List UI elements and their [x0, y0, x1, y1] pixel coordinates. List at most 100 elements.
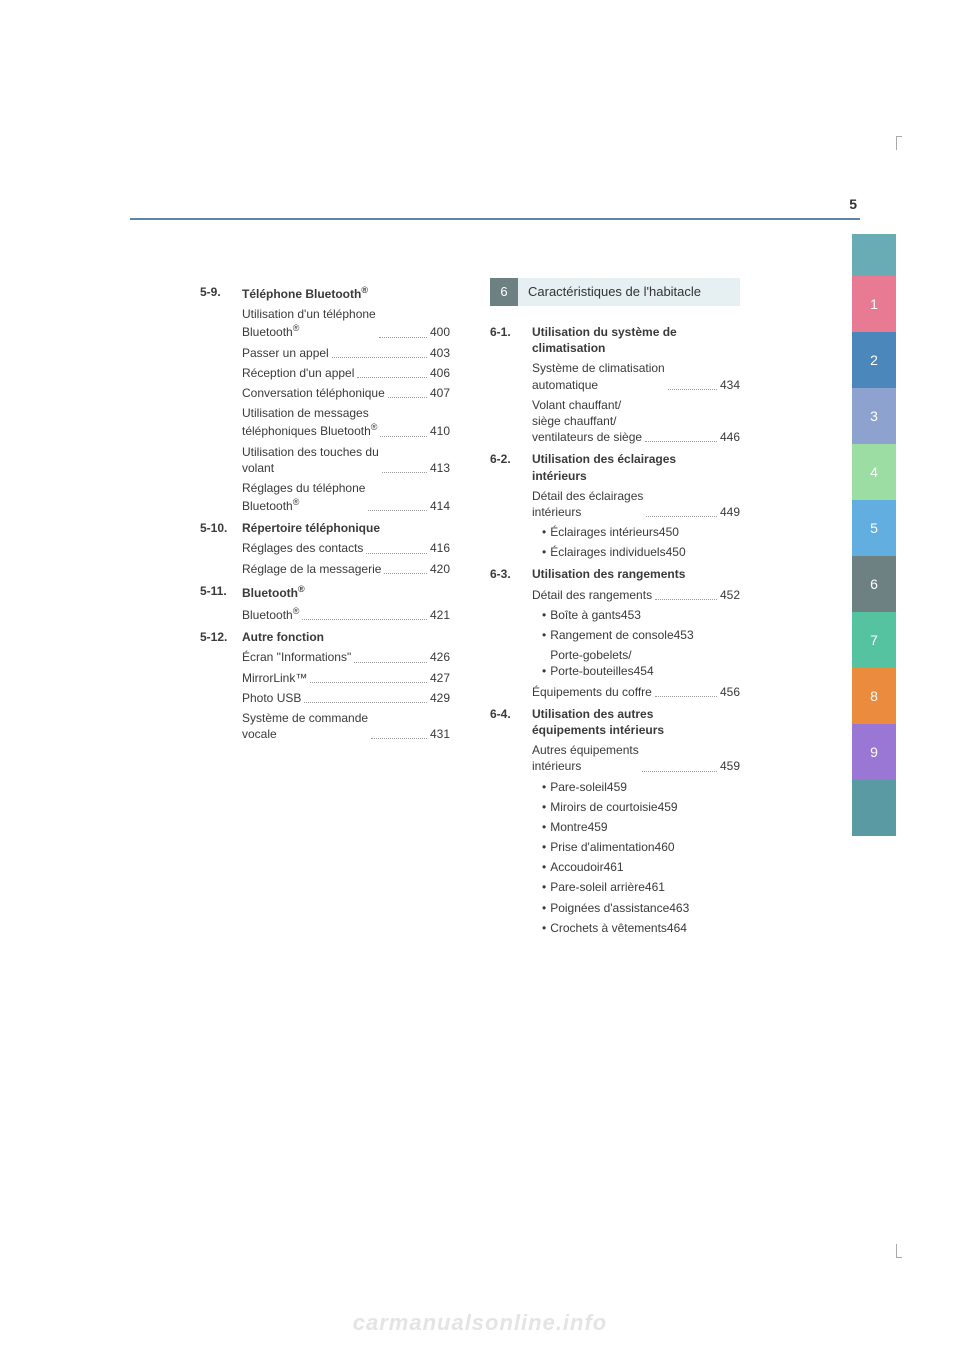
entry-page: 461 — [604, 859, 624, 875]
toc-entry[interactable]: Écran "Informations"426 — [242, 649, 450, 665]
toc-section: 5-10.Répertoire téléphonique — [200, 520, 450, 536]
leader-dots — [380, 436, 427, 437]
chapter-number: 6 — [490, 278, 518, 306]
section-number: 6-4. — [490, 706, 532, 722]
toc-bullet-entry[interactable]: Porte-gobelets/Porte-bouteilles454 — [542, 647, 740, 679]
entry-text: Accoudoir — [550, 859, 603, 875]
entry-text: Bluetooth® — [242, 605, 299, 623]
entry-text: Crochets à vêtements — [550, 920, 667, 936]
side-tab[interactable]: 3 — [852, 388, 896, 444]
side-tab[interactable]: 2 — [852, 332, 896, 388]
toc-entry[interactable]: Utilisation des touches duvolant413 — [242, 444, 450, 476]
toc-entry[interactable]: Détail des rangements452 — [532, 587, 740, 603]
entry-text: Éclairages intérieurs — [550, 524, 659, 540]
leader-dots — [646, 516, 717, 517]
page-number: 5 — [849, 196, 857, 212]
toc-entry[interactable]: Système de climatisationautomatique434 — [532, 360, 740, 392]
entry-text: Miroirs de courtoisie — [550, 799, 657, 815]
toc-bullet-entry[interactable]: Accoudoir461 — [542, 859, 740, 875]
entry-text: Rangement de console — [550, 627, 673, 643]
entry-page: 431 — [430, 726, 450, 742]
side-tab[interactable]: 4 — [852, 444, 896, 500]
page: 5 5-9.Téléphone Bluetooth® Utilisation d'… — [0, 0, 960, 1358]
leader-dots — [354, 662, 427, 663]
toc-entry[interactable]: Réglage de la messagerie420 — [242, 561, 450, 577]
toc-bullet-entry[interactable]: Éclairages intérieurs450 — [542, 524, 740, 540]
side-tab[interactable]: 5 — [852, 500, 896, 556]
toc-section: 5-12.Autre fonction — [200, 629, 450, 645]
leader-dots — [310, 682, 427, 683]
entry-text: Éclairages individuels — [550, 544, 665, 560]
toc-bullet-entry[interactable]: Éclairages individuels450 — [542, 544, 740, 560]
entry-page: 450 — [659, 524, 679, 540]
toc-entry[interactable]: Utilisation d'un téléphoneBluetooth®400 — [242, 306, 450, 340]
leader-dots — [332, 357, 427, 358]
leader-dots — [384, 573, 427, 574]
left-column: 5-9.Téléphone Bluetooth® Utilisation d'un… — [200, 278, 450, 936]
toc-entry[interactable]: MirrorLink™427 — [242, 670, 450, 686]
leader-dots — [379, 337, 427, 338]
section-number: 5-12. — [200, 629, 242, 645]
toc-bullet-entry[interactable]: Pare-soleil arrière461 — [542, 879, 740, 895]
toc-section: 6-3.Utilisation des rangements — [490, 566, 740, 582]
entry-page: 459 — [720, 758, 740, 774]
entry-page: 453 — [674, 627, 694, 643]
toc-bullet-entry[interactable]: Rangement de console453 — [542, 627, 740, 643]
section-number: 5-10. — [200, 520, 242, 536]
toc-entry[interactable]: Volant chauffant/siège chauffant/ventila… — [532, 397, 740, 446]
side-tab[interactable]: 1 — [852, 276, 896, 332]
section-title: Utilisation du système declimatisation — [532, 324, 740, 356]
toc-entry[interactable]: Réglages du téléphoneBluetooth®414 — [242, 480, 450, 514]
toc-entry[interactable]: Conversation téléphonique407 — [242, 385, 450, 401]
entry-page: 464 — [667, 920, 687, 936]
entry-page: 461 — [645, 879, 665, 895]
entry-text: Poignées d'assistance — [550, 900, 669, 916]
entry-text: Porte-gobelets/Porte-bouteilles — [550, 647, 633, 679]
toc-entry[interactable]: Détail des éclairagesintérieurs449 — [532, 488, 740, 520]
toc-bullet-entry[interactable]: Pare-soleil459 — [542, 779, 740, 795]
leader-dots — [357, 377, 427, 378]
toc-bullet-entry[interactable]: Prise d'alimentation460 — [542, 839, 740, 855]
toc-section: 6-1.Utilisation du système declimatisati… — [490, 324, 740, 356]
entry-text: Photo USB — [242, 690, 301, 706]
toc-entry[interactable]: Passer un appel403 — [242, 345, 450, 361]
toc-entry[interactable]: Réglages des contacts416 — [242, 540, 450, 556]
toc-bullet-entry[interactable]: Montre459 — [542, 819, 740, 835]
leader-dots — [655, 696, 717, 697]
entry-text: Réglages des contacts — [242, 540, 363, 556]
leader-dots — [645, 441, 717, 442]
crop-mark — [896, 136, 902, 150]
toc-bullet-entry[interactable]: Crochets à vêtements464 — [542, 920, 740, 936]
toc-entry[interactable]: Système de commandevocale431 — [242, 710, 450, 742]
toc-entry[interactable]: Réception d'un appel406 — [242, 365, 450, 381]
side-tab[interactable]: 7 — [852, 612, 896, 668]
side-tab[interactable]: 9 — [852, 724, 896, 780]
leader-dots — [642, 771, 717, 772]
entry-text: Montre — [550, 819, 587, 835]
toc-entry[interactable]: Photo USB 429 — [242, 690, 450, 706]
chapter-title: Caractéristiques de l'habitacle — [518, 278, 740, 306]
toc-bullet-entry[interactable]: Poignées d'assistance463 — [542, 900, 740, 916]
entry-page: 429 — [430, 690, 450, 706]
entry-text: Passer un appel — [242, 345, 329, 361]
entry-text: Pare-soleil arrière — [550, 879, 645, 895]
entry-page: 456 — [720, 684, 740, 700]
toc-section: 5-9.Téléphone Bluetooth® — [200, 284, 450, 302]
side-tab[interactable]: 8 — [852, 668, 896, 724]
entry-page: 453 — [621, 607, 641, 623]
section-title: Téléphone Bluetooth® — [242, 284, 450, 302]
toc-bullet-entry[interactable]: Boîte à gants453 — [542, 607, 740, 623]
side-tab[interactable]: 6 — [852, 556, 896, 612]
leader-dots — [302, 619, 427, 620]
toc-bullet-entry[interactable]: Miroirs de courtoisie459 — [542, 799, 740, 815]
entry-page: 426 — [430, 649, 450, 665]
side-tab[interactable] — [852, 780, 896, 836]
right-column: 6Caractéristiques de l'habitacle 6-1.Util… — [490, 278, 740, 936]
entry-page: 463 — [669, 900, 689, 916]
leader-dots — [668, 389, 717, 390]
toc-entry[interactable]: Bluetooth®421 — [242, 605, 450, 623]
entry-text: Réglages du téléphoneBluetooth® — [242, 480, 365, 514]
toc-entry[interactable]: Utilisation de messagestéléphoniques Blu… — [242, 405, 450, 439]
toc-entry[interactable]: Autres équipementsintérieurs459 — [532, 742, 740, 774]
toc-entry[interactable]: Équipements du coffre456 — [532, 684, 740, 700]
